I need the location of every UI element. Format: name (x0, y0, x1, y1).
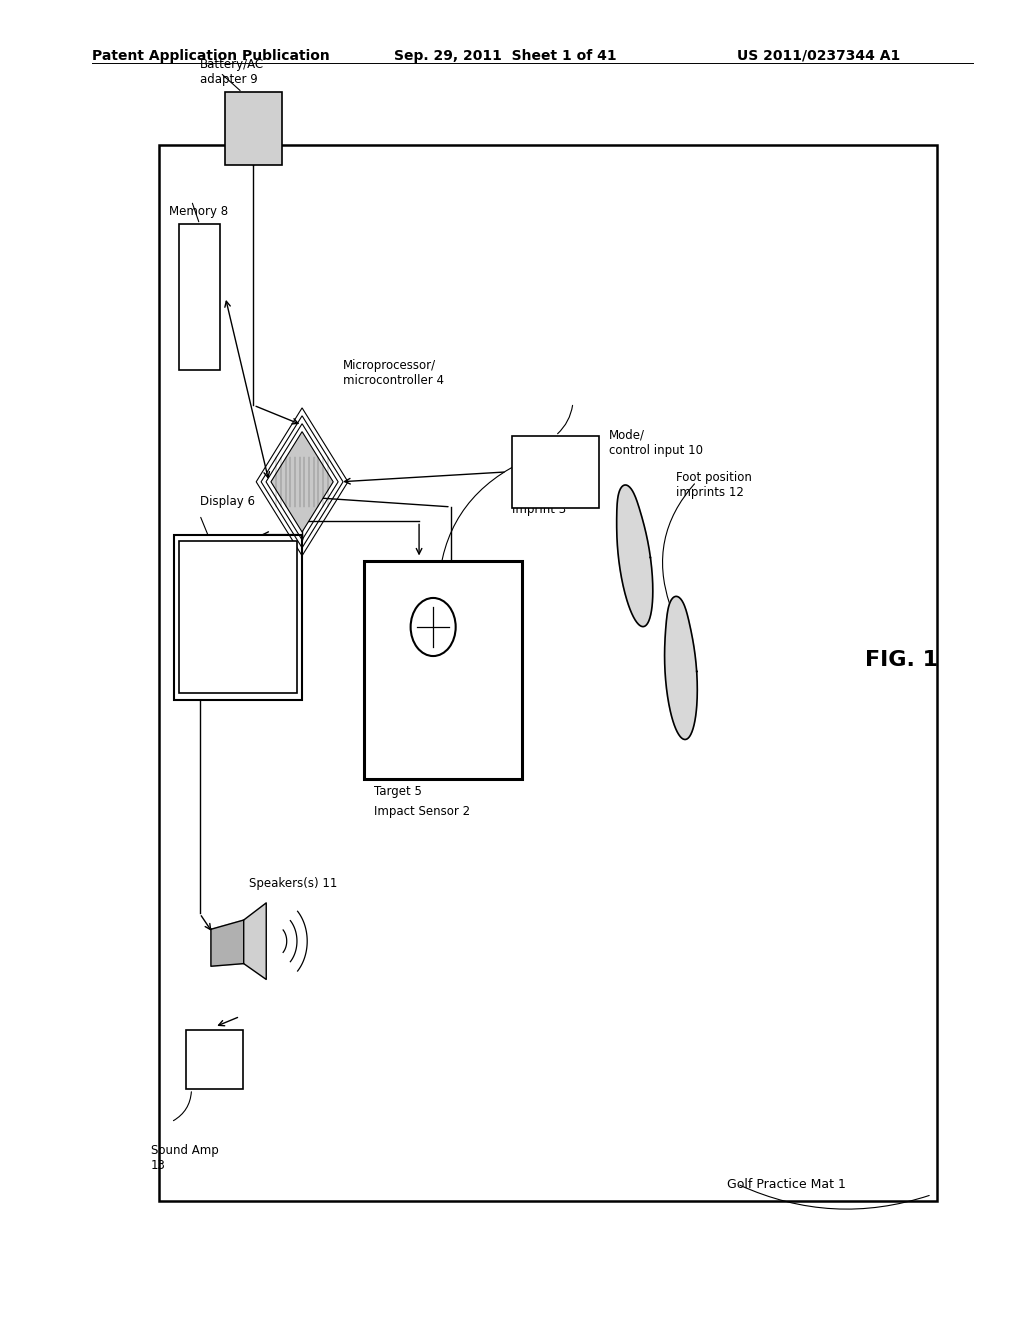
FancyBboxPatch shape (179, 224, 220, 370)
FancyBboxPatch shape (225, 92, 282, 165)
Text: Battery/AC
adapter 9: Battery/AC adapter 9 (200, 58, 264, 86)
Text: Speakers(s) 11: Speakers(s) 11 (249, 876, 337, 890)
Polygon shape (271, 432, 333, 532)
FancyBboxPatch shape (512, 436, 599, 508)
Text: Target 5: Target 5 (374, 785, 422, 799)
FancyBboxPatch shape (179, 541, 297, 693)
Text: 70 yds.: 70 yds. (236, 630, 279, 643)
Text: Display 6: Display 6 (200, 495, 255, 508)
Text: Microprocessor/
microcontroller 4: Microprocessor/ microcontroller 4 (343, 359, 444, 387)
Text: Sep. 29, 2011  Sheet 1 of 41: Sep. 29, 2011 Sheet 1 of 41 (394, 49, 616, 63)
Text: Memory 8: Memory 8 (169, 205, 228, 218)
Text: FIG. 1: FIG. 1 (865, 649, 938, 671)
Text: Mode/
control input 10: Mode/ control input 10 (609, 429, 703, 457)
Text: Patent Application Publication: Patent Application Publication (92, 49, 330, 63)
Circle shape (411, 598, 456, 656)
Text: SW: SW (189, 552, 210, 565)
Polygon shape (616, 484, 653, 627)
Text: Impact Sensor 2: Impact Sensor 2 (374, 805, 470, 818)
Text: Golf ball
imprint 3: Golf ball imprint 3 (512, 488, 566, 516)
Text: US 2011/0237344 A1: US 2011/0237344 A1 (737, 49, 900, 63)
Polygon shape (211, 920, 244, 966)
FancyBboxPatch shape (186, 1030, 243, 1089)
FancyBboxPatch shape (159, 145, 937, 1201)
Text: Golf Practice Mat 1: Golf Practice Mat 1 (727, 1177, 846, 1191)
Text: Foot position
imprints 12: Foot position imprints 12 (676, 471, 752, 499)
Text: 9:00: 9:00 (187, 630, 214, 643)
Polygon shape (244, 903, 266, 979)
FancyBboxPatch shape (174, 535, 302, 700)
FancyBboxPatch shape (364, 561, 522, 779)
Polygon shape (665, 597, 697, 739)
Text: Sound Amp
13: Sound Amp 13 (151, 1144, 218, 1172)
